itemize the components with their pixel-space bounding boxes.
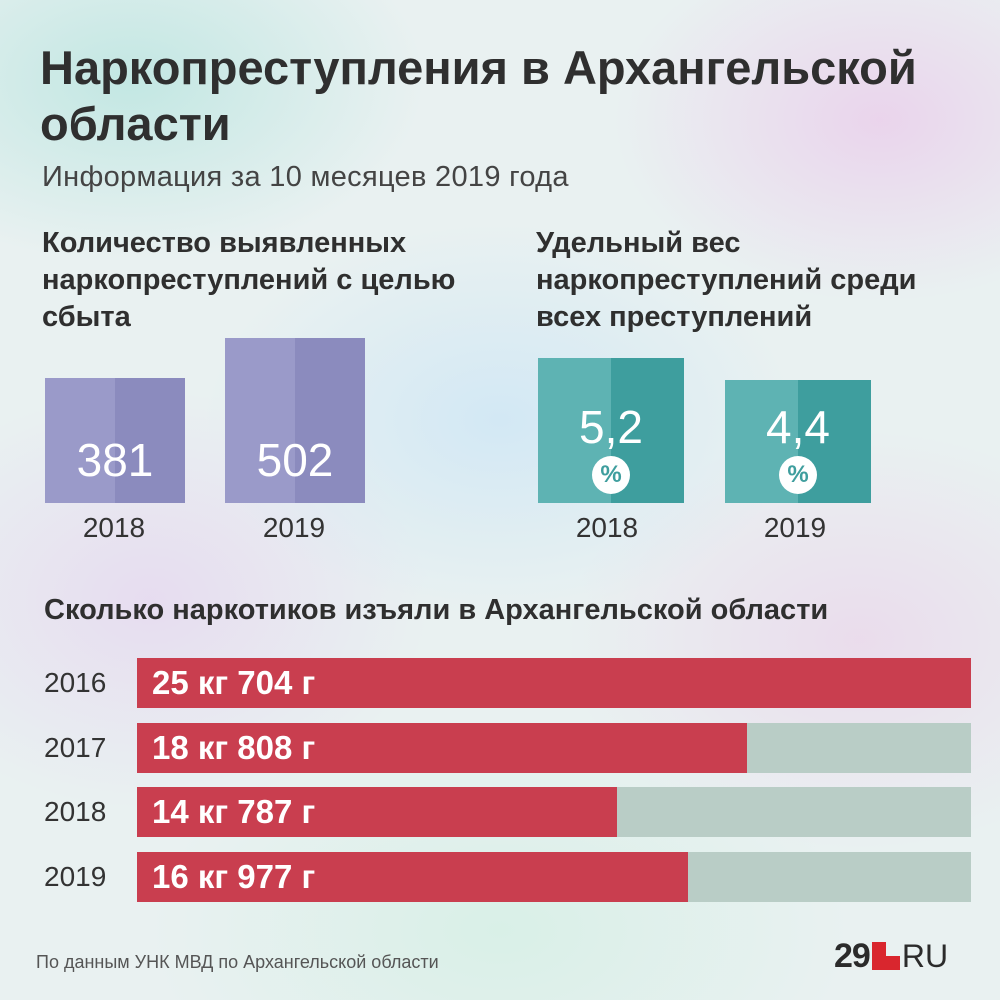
logo-suffix: RU (901, 937, 949, 974)
count-bar-2019: 502 (225, 338, 365, 503)
page-subtitle: Информация за 10 месяцев 2019 года (42, 161, 569, 193)
share-year-2019: 2019 (763, 512, 827, 543)
seized-bar-2019 (137, 852, 688, 902)
seized-value-2016: 25 кг 704 г (152, 664, 316, 701)
count-bar-shade (295, 338, 365, 503)
seized-year-2019: 2019 (44, 861, 107, 892)
count-bar-2018: 381 (45, 378, 185, 503)
seized-bar-2017 (137, 723, 747, 773)
seized-bar-track-2018: 14 кг 787 г (137, 787, 971, 837)
share-value-2019: 4,4 (766, 401, 830, 453)
seized-year-2018: 2018 (44, 796, 107, 827)
count-value-2018: 381 (76, 434, 154, 486)
seized-bar-track-2016: 25 кг 704 г (137, 658, 971, 708)
percent-icon: % (592, 456, 630, 494)
source-note: По данным УНК МВД по Архангельской облас… (36, 952, 439, 972)
logo-mark-icon (871, 942, 900, 970)
share-bar-2019: 4,4 % (725, 380, 871, 503)
count-year-2018: 2018 (82, 512, 146, 543)
percent-icon: % (779, 456, 817, 494)
seized-bar-2018 (137, 787, 617, 837)
count-value-2019: 502 (256, 434, 334, 486)
count-bar-shade (115, 378, 185, 503)
page-title: Наркопреступления в Архангельской област… (40, 41, 917, 150)
seized-value-2017: 18 кг 808 г (152, 729, 316, 766)
count-year-2019: 2019 (262, 512, 326, 543)
seized-bar-2016 (137, 658, 971, 708)
seized-bar-track-2019: 16 кг 977 г (137, 852, 971, 902)
seized-value-2018: 14 кг 787 г (152, 793, 316, 830)
chart-seized-title: Сколько наркотиков изъяли в Архангельско… (44, 594, 829, 626)
chart-count-title: Количество выявленных наркопреступлений … (42, 227, 456, 333)
share-value-2018: 5,2 (579, 401, 643, 453)
site-logo[interactable]: 29 RU (834, 936, 948, 976)
seized-year-2016: 2016 (44, 667, 107, 698)
seized-year-2017: 2017 (44, 732, 107, 763)
logo-number: 29 (834, 936, 871, 975)
seized-value-2019: 16 кг 977 г (152, 858, 316, 895)
share-bar-2018: 5,2 % (538, 358, 684, 503)
share-year-2018: 2018 (575, 512, 639, 543)
seized-bar-track-2017: 18 кг 808 г (137, 723, 971, 773)
chart-share-title: Удельный вес наркопреступлений среди все… (536, 227, 917, 333)
